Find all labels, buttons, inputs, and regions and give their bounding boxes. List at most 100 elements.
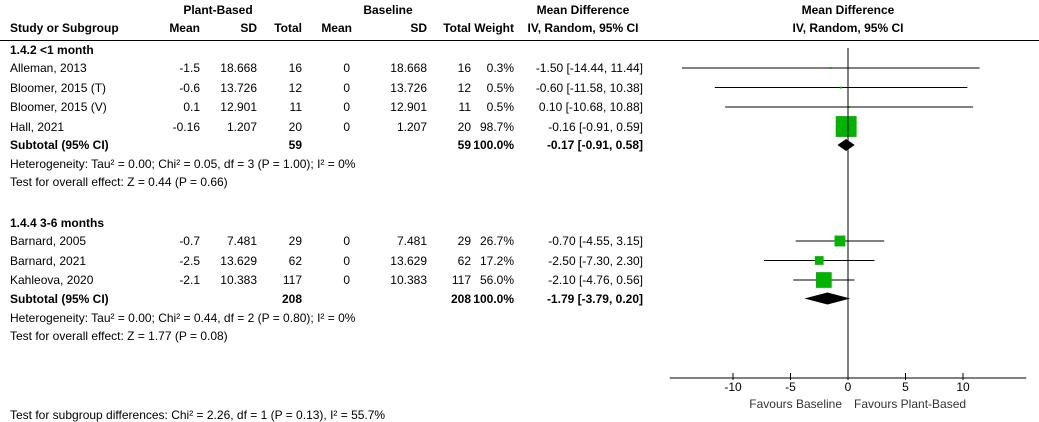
x-tick-label: -5 (785, 380, 796, 394)
study-ci: -1.50 [-14.44, 11.44] (535, 61, 643, 75)
overall-effect-text: Test for overall effect: Z = 0.44 (P = 0… (10, 175, 228, 189)
heterogeneity-text: Heterogeneity: Tau² = 0.00; Chi² = 0.05,… (10, 157, 356, 171)
subtotal-n1: 59 (288, 138, 302, 152)
x-tick-label: 5 (902, 380, 909, 394)
study-n2: 117 (451, 273, 471, 287)
study-n1: 12 (288, 80, 302, 95)
column-header: Total (443, 21, 471, 35)
study-square (834, 235, 846, 247)
subtotal-diamond (804, 292, 851, 305)
study-m2: 0 (343, 119, 350, 134)
study-weight: 0.3% (486, 61, 514, 75)
study-n2: 16 (457, 61, 471, 75)
study-ci: -0.16 [-0.91, 0.59] (548, 119, 643, 134)
study-n2: 20 (457, 119, 471, 134)
column-header: Mean (169, 21, 200, 35)
study-square (814, 256, 824, 265)
study-m1: -0.6 (179, 80, 200, 95)
study-sd1: 13.629 (220, 253, 257, 268)
study-sd2: 7.481 (396, 234, 427, 248)
study-n2: 62 (457, 253, 471, 268)
md-header: Mean Difference (536, 3, 630, 17)
study-m2: 0 (343, 253, 350, 268)
study-sd2: 1.207 (396, 119, 427, 134)
study-n2: 11 (458, 100, 471, 114)
study-m2: 0 (343, 100, 350, 114)
study-sd1: 10.383 (220, 273, 257, 287)
study-n2: 29 (457, 234, 471, 248)
study-ci: -2.10 [-4.76, 0.56] (548, 273, 643, 287)
subtotal-n2: 59 (457, 138, 471, 152)
study-m2: 0 (343, 61, 350, 75)
study-n1: 16 (288, 61, 302, 75)
study-m1: -1.5 (179, 61, 200, 75)
column-header: Mean (321, 21, 352, 35)
md-subheader: IV, Random, 95% CI (527, 21, 639, 35)
overall-effect-text: Test for overall effect: Z = 1.77 (P = 0… (10, 328, 228, 343)
study-m1: -0.16 (172, 119, 200, 134)
subgroup-test-text: Test for subgroup differences: Chi² = 2.… (10, 408, 386, 422)
group1-header: Plant-Based (183, 3, 253, 17)
x-tick-label: -10 (724, 380, 742, 394)
subtotal-n1: 208 (281, 291, 302, 306)
study-name: Alleman, 2013 (10, 61, 87, 75)
study-weight: 0.5% (486, 100, 514, 114)
study-n1: 20 (288, 119, 302, 134)
subtotal-label: Subtotal (95% CI) (10, 291, 109, 306)
study-sd1: 7.481 (226, 234, 257, 248)
x-tick-label: 10 (956, 380, 970, 394)
study-m1: -2.1 (179, 273, 200, 287)
study-sd1: 12.901 (220, 100, 257, 114)
plot-subheader: IV, Random, 95% CI (792, 21, 904, 35)
study-sd1: 13.726 (220, 80, 257, 95)
subtotal-label: Subtotal (95% CI) (10, 138, 109, 152)
study-ci: -0.70 [-4.55, 3.15] (548, 234, 643, 248)
study-sd2: 12.901 (390, 100, 427, 114)
study-sd2: 13.629 (390, 253, 427, 268)
column-header: SD (410, 21, 427, 35)
subtotal-weight: 100.0% (473, 291, 514, 306)
study-weight: 26.7% (479, 234, 514, 248)
study-n1: 117 (282, 273, 302, 287)
column-header: Weight (474, 21, 514, 35)
study-m2: 0 (343, 273, 350, 287)
study-m1: 0.1 (183, 100, 200, 114)
study-ci: 0.10 [-10.68, 10.88] (538, 100, 643, 114)
study-name: Barnard, 2021 (10, 253, 87, 268)
heterogeneity-text: Heterogeneity: Tau² = 0.00; Chi² = 0.44,… (10, 310, 356, 325)
study-square (848, 106, 851, 108)
study-square (829, 67, 832, 69)
study-sd1: 18.668 (220, 61, 257, 75)
study-name: Hall, 2021 (10, 119, 65, 134)
study-ci: -2.50 [-7.30, 2.30] (548, 253, 643, 268)
subtotal-n2: 208 (450, 291, 471, 306)
study-square (835, 116, 857, 137)
study-name: Bloomer, 2015 (T) (10, 80, 107, 95)
study-m1: -0.7 (179, 234, 200, 248)
study-name: Bloomer, 2015 (V) (10, 100, 107, 114)
plot-header: Mean Difference (801, 3, 895, 17)
column-header: SD (240, 21, 257, 35)
study-square (840, 86, 843, 89)
subtotal-diamond (837, 139, 855, 151)
subtotal-ci: -0.17 [-0.91, 0.58] (546, 138, 643, 152)
study-n1: 11 (289, 100, 302, 114)
study-weight: 98.7% (479, 119, 514, 134)
study-m2: 0 (343, 234, 350, 248)
study-n1: 29 (288, 234, 302, 248)
favours-left-label: Favours Baseline (749, 397, 842, 411)
study-square (815, 272, 832, 288)
column-header: Total (274, 21, 302, 35)
study-name: Barnard, 2005 (10, 234, 87, 248)
study-sd1: 1.207 (226, 119, 257, 134)
x-tick-label: 0 (844, 380, 852, 394)
column-header: Study or Subgroup (10, 21, 119, 35)
study-n2: 12 (457, 80, 471, 95)
subtotal-weight: 100.0% (473, 138, 514, 152)
study-m2: 0 (343, 80, 350, 95)
study-name: Kahleova, 2020 (10, 273, 94, 287)
study-m1: -2.5 (179, 253, 200, 268)
subgroup-title: 1.4.2 <1 month (10, 43, 94, 57)
